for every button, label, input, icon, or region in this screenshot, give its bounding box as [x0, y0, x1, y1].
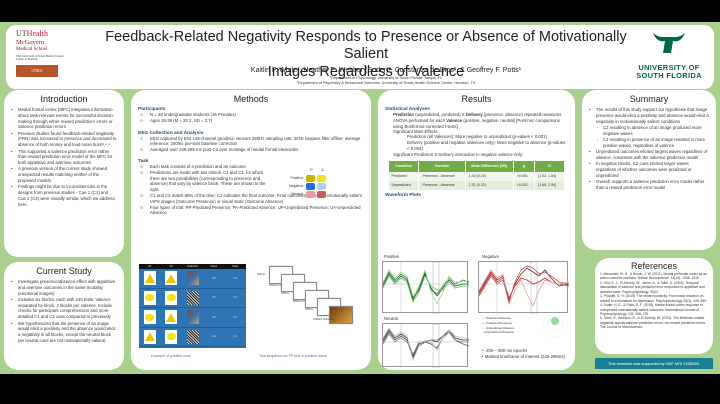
table-row: Predicted Presence - Absence 1.43 (0.20) <0… [388, 171, 565, 181]
section-title: References [630, 261, 678, 271]
reference-item: 2. Hird, E. J., El-Deredy, W., Jones, A.… [600, 280, 705, 294]
positive-waveform-plot [382, 261, 470, 315]
negative-presence-cue-icon [306, 182, 315, 190]
affiliations: ¹Department of Psychology, University of… [296, 76, 476, 86]
list-item: This supported a salience prediction err… [11, 149, 117, 166]
uthealth-logo: UTHealth McGovern Medical School The Univ… [16, 29, 68, 87]
introduction-section: Introduction Medial frontal cortex (MFC)… [4, 90, 124, 257]
list-item: Investigate presence/absence effect with… [11, 279, 117, 296]
list-item: EEG captured by EGI 128-channel geodesic… [138, 136, 364, 148]
section-title: Results [461, 94, 492, 104]
reference-item: 5. Talmi, D., Atkinson, R., & El-Deredy,… [600, 316, 706, 330]
neutral-waveform-plot [382, 323, 470, 369]
list-item: Predictions are made with two stimuli, C… [138, 170, 273, 193]
list-item: • -200 – 800 ms epochs [482, 348, 528, 353]
participants-heading: Participants [138, 107, 166, 112]
list-item: We hypothesized that the presence of an … [11, 321, 117, 344]
eeg-heading: EEG Collection and Analysis [138, 130, 204, 136]
usf-logo: UNIVERSITY OF SOUTH FLORIDA [634, 29, 704, 87]
poster-title: Feedback-Related Negativity Responds to … [105, 29, 627, 80]
statistical-analyses-heading: Statistical Analyses [385, 107, 430, 112]
list-item: Previous studies found feedback-related … [11, 131, 117, 148]
list-item: • Marked timeframe of interest (245-295m… [482, 354, 565, 359]
list-item: C1 and C2 match 80% of the time; C2 indi… [138, 193, 364, 205]
electrode-montage-icon [542, 312, 568, 338]
list-item: Medial frontal cortex (MFC) integrates i… [11, 107, 117, 130]
table-row: UP 0.1 [139, 308, 246, 328]
trial-sequence-diagram: 500ms 300ms C1 300ms 500ms C2 300ms 1000… [257, 266, 359, 330]
list-item: C2 resulting in presence of an image res… [589, 137, 709, 149]
list-item: Delivery (positive and negative Valences… [407, 140, 566, 151]
cnra-logo: CNRA [16, 64, 58, 77]
poster: UTHealth McGovern Medical School The Univ… [0, 22, 720, 374]
positive-presence-cue-icon [306, 174, 315, 182]
list-item: N = 28 undergraduate students (16 Female… [138, 112, 364, 118]
waveform-legend: — Predicted Absence — Predicted Presence… [482, 316, 515, 335]
positive-cue-table: C1 C2 Outcome Cond. Freq. PP 0.4 PA 0.4 UP 0.1 … [139, 264, 246, 348]
list-item: Prediction (all Valences): More negative… [407, 134, 548, 140]
section-title: Current Study [36, 266, 92, 276]
list-item: Unpredicted outcomes elicited largest wa… [589, 149, 709, 161]
neutral-absence-cue-icon [317, 190, 326, 198]
poster-header: UTHealth McGovern Medical School The Univ… [6, 25, 714, 89]
table-row: Unpredicted Presence - Absence 2.31 (0.32)… [388, 180, 565, 190]
task-heading: Task [138, 158, 149, 164]
neutral-presence-cue-icon [306, 190, 315, 198]
trial-sequence-caption: Trial sequence for PP trial in positive … [259, 354, 327, 358]
list-item: C2 resulting in absence of an image prod… [589, 125, 709, 137]
table-row: PA 0.4 [139, 289, 246, 308]
list-item: Four types of trial: PP-Predicted Presen… [138, 205, 364, 217]
list-item: Overall, supports a salience prediction … [589, 179, 709, 191]
positive-absence-cue-icon [317, 174, 326, 182]
authors: Kaitlin F. White¹, Heather E. Webber (So… [250, 67, 522, 74]
list-item: Averaged over 245-295 ms post-C2 over mo… [138, 147, 364, 153]
table-row: UA 0.1 [139, 328, 246, 347]
list-item: Each task consists of a prediction and a… [138, 164, 364, 170]
bull-horns-icon [634, 29, 704, 64]
section-title: Summary [629, 94, 669, 104]
list-item: In negative blocks, C2 cues elicited lar… [589, 161, 709, 178]
list-item: Ages 18-38 (M = 20.2, SD = 3.7) [138, 118, 364, 124]
current-study-section: Current Study Investigate presence/absen… [4, 262, 124, 370]
list-item: Findings might be due to inconsistencies… [11, 184, 117, 207]
reference-item: 3. Proudfit, G. H. (2015). The reward po… [600, 294, 707, 303]
section-title: Introduction [40, 94, 88, 104]
negative-absence-cue-icon [317, 182, 326, 190]
reference-item: 1. Alexander, W. H., & Brown, J. W. (201… [600, 272, 707, 281]
cue-table-caption: Example of positive cues [151, 354, 191, 358]
anova-description: Prediction (unpredicted, predicted) X De… [393, 112, 562, 129]
list-item: The results of this study support our hy… [589, 107, 709, 124]
summary-section: Summary The results of this study suppor… [582, 90, 716, 250]
list-item: Includes six blocks, each with 240 trial… [11, 297, 117, 320]
table-row: PP 0.4 [139, 269, 246, 289]
posthoc-results-table: Condition Contrast Mean Difference (SE) p CI… [388, 160, 565, 190]
list-item: A previous version of the current study … [11, 166, 117, 183]
references-section: References 1. Alexander, W. H., & Brown,… [595, 258, 713, 354]
methods-section: Methods Participants N = 28 undergraduat… [131, 90, 371, 370]
results-section: Results Statistical Analyses Prediction … [378, 90, 575, 370]
funding-banner: This research was supported by NSF MRI 1… [595, 358, 713, 369]
section-title: Methods [233, 94, 269, 104]
negative-waveform-plot [478, 261, 570, 315]
waveform-heading: Waveform Plots [385, 192, 422, 198]
reference-item: 4. Soder, H. E., & Potts, G. F. (2018). … [600, 303, 703, 316]
